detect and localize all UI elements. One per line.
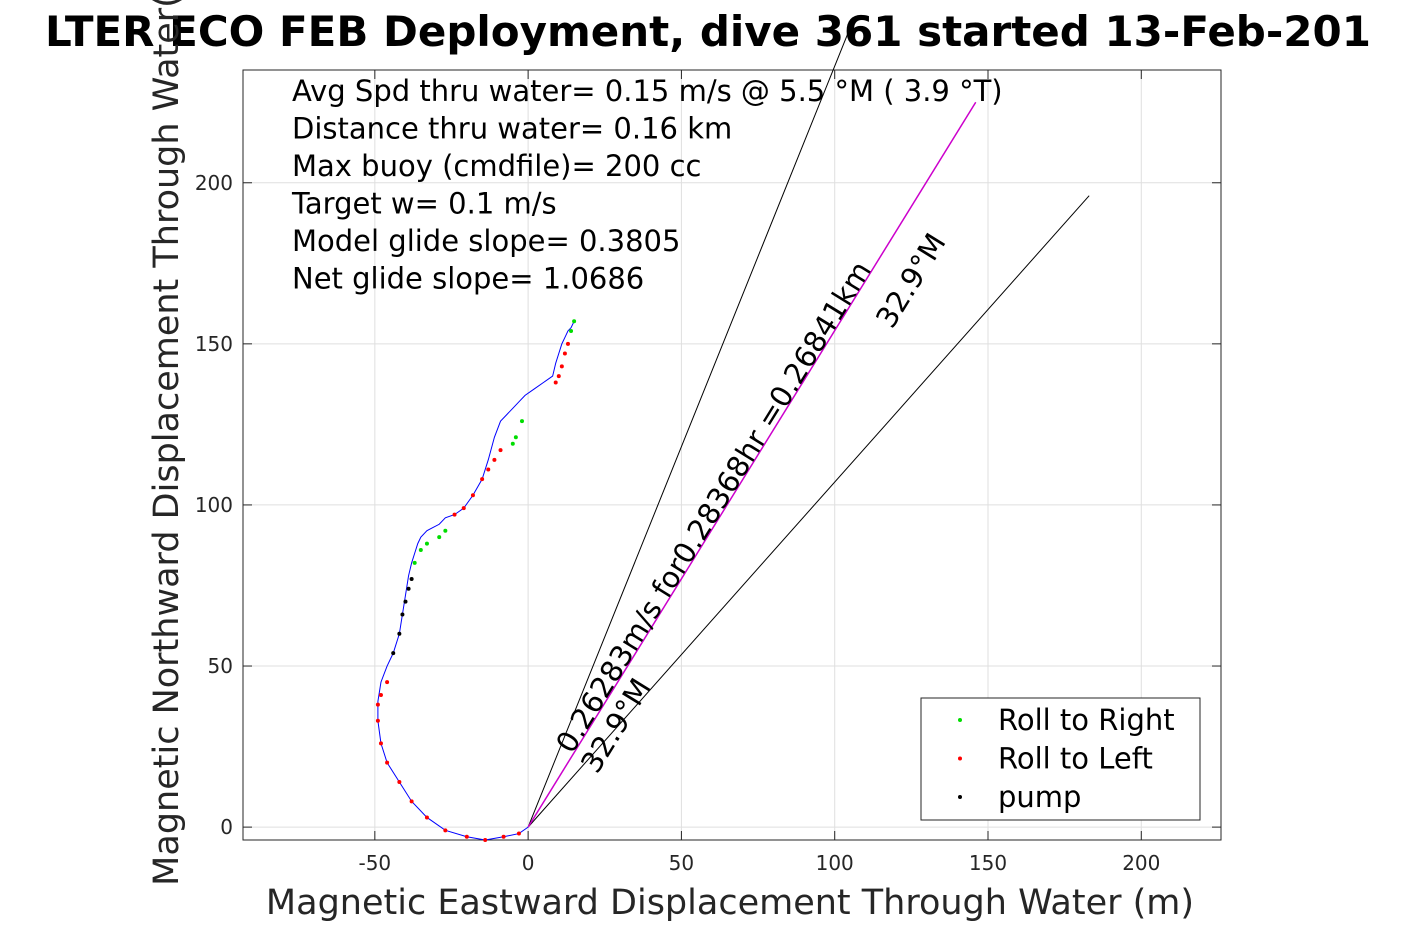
grid: [243, 70, 1221, 840]
data-point: [424, 815, 429, 820]
data-point: [480, 477, 485, 482]
data-point: [391, 651, 396, 656]
stat-line: Model glide slope= 0.3805: [292, 224, 680, 258]
y-tick-label: 0: [220, 815, 233, 839]
data-point: [486, 467, 491, 472]
data-point: [498, 448, 503, 453]
data-point: [409, 799, 414, 804]
data-point: [461, 506, 466, 511]
x-tick-label: -50: [358, 851, 391, 875]
plot-frame: [242, 69, 1222, 841]
data-point: [519, 419, 524, 424]
data-point: [409, 577, 414, 582]
y-axis-label: Magnetic Northward Displacement Through …: [147, 0, 187, 886]
data-point: [492, 457, 497, 462]
data-point: [406, 586, 411, 591]
data-point: [397, 780, 402, 785]
data-point: [483, 838, 488, 842]
data-point: [378, 693, 383, 698]
data-point: [565, 341, 570, 346]
current-vector-line: [527, 101, 977, 828]
data-point: [397, 631, 402, 636]
y-tick-label: 200: [195, 171, 233, 195]
stat-line: Target w= 0.1 m/s: [291, 187, 557, 221]
x-tick-label: 100: [816, 851, 854, 875]
data-point: [403, 599, 408, 604]
x-tick-label: 150: [969, 851, 1007, 875]
stat-line: Net glide slope= 1.0686: [292, 262, 644, 296]
data-point: [562, 351, 567, 356]
legend-label: Roll to Right: [998, 703, 1175, 737]
data-point: [559, 364, 564, 369]
cone-lines: [527, 27, 1090, 828]
x-tick-label: 50: [669, 851, 694, 875]
chart-title: LTER ECO FEB Deployment, dive 361 starte…: [45, 7, 1371, 56]
data-point: [375, 718, 380, 723]
stat-line: Distance thru water= 0.16 km: [292, 112, 732, 146]
data-point: [443, 528, 448, 533]
track-points: [375, 319, 577, 842]
data-point: [385, 760, 390, 765]
stats-annotations: Avg Spd thru water= 0.15 m/s @ 5.5 °M ( …: [291, 74, 1003, 296]
data-point: [400, 612, 405, 617]
data-point: [516, 831, 521, 836]
data-point: [437, 535, 442, 540]
data-point: [452, 512, 457, 517]
legend-label: pump: [998, 780, 1081, 814]
ticks: -50 0 50 100 150 200 0 50 100 150 200: [195, 70, 1221, 875]
data-point: [513, 435, 518, 440]
x-axis-label: Magnetic Eastward Displacement Through W…: [266, 883, 1194, 923]
data-point: [569, 328, 574, 333]
stat-line: Max buoy (cmdfile)= 200 cc: [292, 149, 701, 183]
stat-line: Avg Spd thru water= 0.15 m/s @ 5.5 °M ( …: [292, 74, 1003, 108]
legend-box: [920, 697, 1201, 821]
legend-marker: [958, 795, 962, 799]
y-tick-label: 50: [208, 654, 233, 678]
data-point: [501, 834, 506, 839]
data-point: [443, 828, 448, 833]
data-point: [412, 560, 417, 565]
data-point: [385, 680, 390, 685]
data-point: [572, 319, 577, 324]
legend-marker: [958, 756, 962, 761]
data-point: [556, 374, 561, 379]
x-tick-label: 0: [522, 851, 535, 875]
data-point: [418, 548, 423, 553]
y-tick-label: 150: [195, 332, 233, 356]
data-point: [510, 441, 515, 446]
data-point: [424, 541, 429, 546]
data-point: [375, 702, 380, 707]
legend: Roll to Right Roll to Left pump: [920, 697, 1201, 821]
data-point: [470, 493, 475, 498]
data-point: [464, 834, 469, 839]
cone-line: [527, 195, 1090, 828]
cone-line: [527, 27, 851, 828]
legend-marker: [958, 718, 962, 722]
data-point: [378, 741, 383, 746]
data-point: [553, 380, 558, 385]
legend-label: Roll to Left: [998, 742, 1153, 776]
y-tick-label: 100: [195, 493, 233, 517]
x-tick-label: 200: [1122, 851, 1160, 875]
